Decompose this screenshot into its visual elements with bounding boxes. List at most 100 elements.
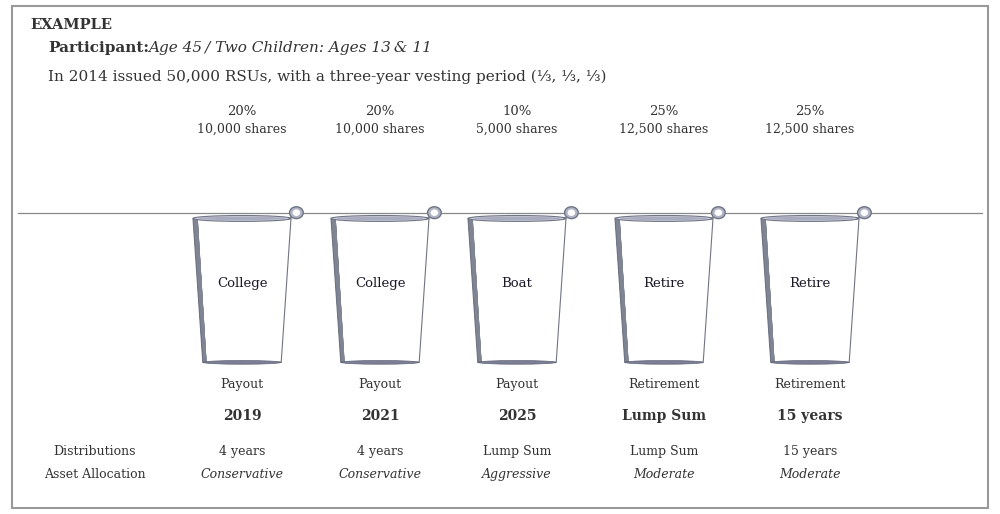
Polygon shape [468,218,480,362]
Polygon shape [332,218,344,362]
Polygon shape [761,218,773,362]
Ellipse shape [203,360,281,364]
Ellipse shape [761,215,859,222]
Ellipse shape [615,215,713,222]
Polygon shape [332,218,344,362]
Polygon shape [333,218,344,362]
Polygon shape [763,218,774,362]
Polygon shape [616,218,628,362]
Polygon shape [331,218,343,362]
Polygon shape [194,218,206,362]
Polygon shape [469,218,481,362]
Text: Moderate: Moderate [633,468,695,481]
Polygon shape [616,218,628,362]
Text: 10,000 shares: 10,000 shares [197,123,287,136]
Polygon shape [331,218,343,362]
Polygon shape [615,218,627,362]
Polygon shape [762,218,774,362]
Polygon shape [193,218,205,362]
Polygon shape [469,218,481,362]
Polygon shape [616,218,627,362]
Text: 25%: 25% [795,105,825,118]
Polygon shape [332,218,344,362]
Polygon shape [469,218,481,362]
Polygon shape [617,218,628,362]
Polygon shape [193,218,205,362]
Polygon shape [617,218,628,362]
Polygon shape [615,218,627,362]
Polygon shape [762,218,773,362]
Polygon shape [194,218,205,362]
Polygon shape [469,218,481,362]
Polygon shape [470,218,481,362]
Text: 2019: 2019 [223,409,261,423]
Polygon shape [332,218,344,362]
Text: Asset Allocation: Asset Allocation [44,468,146,481]
Text: Age 45 / Two Children: Ages 13 & 11: Age 45 / Two Children: Ages 13 & 11 [148,41,432,55]
Polygon shape [615,218,627,362]
Polygon shape [333,218,344,362]
Polygon shape [194,218,205,362]
Polygon shape [617,218,629,362]
Polygon shape [617,218,628,362]
Polygon shape [193,218,205,362]
Text: 15 years: 15 years [777,409,843,423]
Polygon shape [469,218,481,362]
Polygon shape [762,218,773,362]
Polygon shape [468,218,480,362]
Polygon shape [331,218,343,362]
Polygon shape [194,218,205,362]
Polygon shape [195,218,206,362]
Polygon shape [761,218,773,362]
Polygon shape [470,218,482,362]
Polygon shape [762,218,773,362]
Text: Payout: Payout [495,378,539,391]
Polygon shape [470,218,482,362]
Polygon shape [616,218,627,362]
Text: Aggressive: Aggressive [482,468,552,481]
Polygon shape [617,218,628,362]
Text: 2021: 2021 [361,409,399,423]
Polygon shape [616,218,627,362]
Polygon shape [194,218,205,362]
Polygon shape [468,218,480,362]
Polygon shape [193,218,205,362]
Polygon shape [332,218,343,362]
Polygon shape [468,218,480,362]
Polygon shape [762,218,774,362]
Ellipse shape [431,209,438,216]
Polygon shape [470,218,481,362]
Polygon shape [195,218,207,362]
Polygon shape [761,218,773,362]
Polygon shape [762,218,773,362]
Polygon shape [333,218,345,362]
Polygon shape [617,218,628,362]
Polygon shape [195,218,206,362]
Ellipse shape [767,217,853,220]
Polygon shape [615,218,627,362]
Polygon shape [331,218,343,362]
Polygon shape [761,218,773,362]
Text: Lump Sum: Lump Sum [622,409,706,423]
Ellipse shape [771,360,849,364]
Polygon shape [763,218,774,362]
Text: 10,000 shares: 10,000 shares [335,123,425,136]
Polygon shape [332,218,343,362]
Polygon shape [762,218,773,362]
Polygon shape [616,218,627,362]
Polygon shape [194,218,206,362]
Polygon shape [616,218,628,362]
Text: 12,500 shares: 12,500 shares [619,123,709,136]
Text: 15 years: 15 years [783,445,837,457]
Polygon shape [333,218,344,362]
Polygon shape [332,218,343,362]
Polygon shape [195,218,206,362]
Polygon shape [763,218,774,362]
Ellipse shape [861,209,868,216]
Text: Distributions: Distributions [54,445,136,457]
Polygon shape [616,218,628,362]
Polygon shape [470,218,481,362]
Text: Moderate: Moderate [779,468,841,481]
Ellipse shape [193,215,291,222]
Polygon shape [332,218,343,362]
